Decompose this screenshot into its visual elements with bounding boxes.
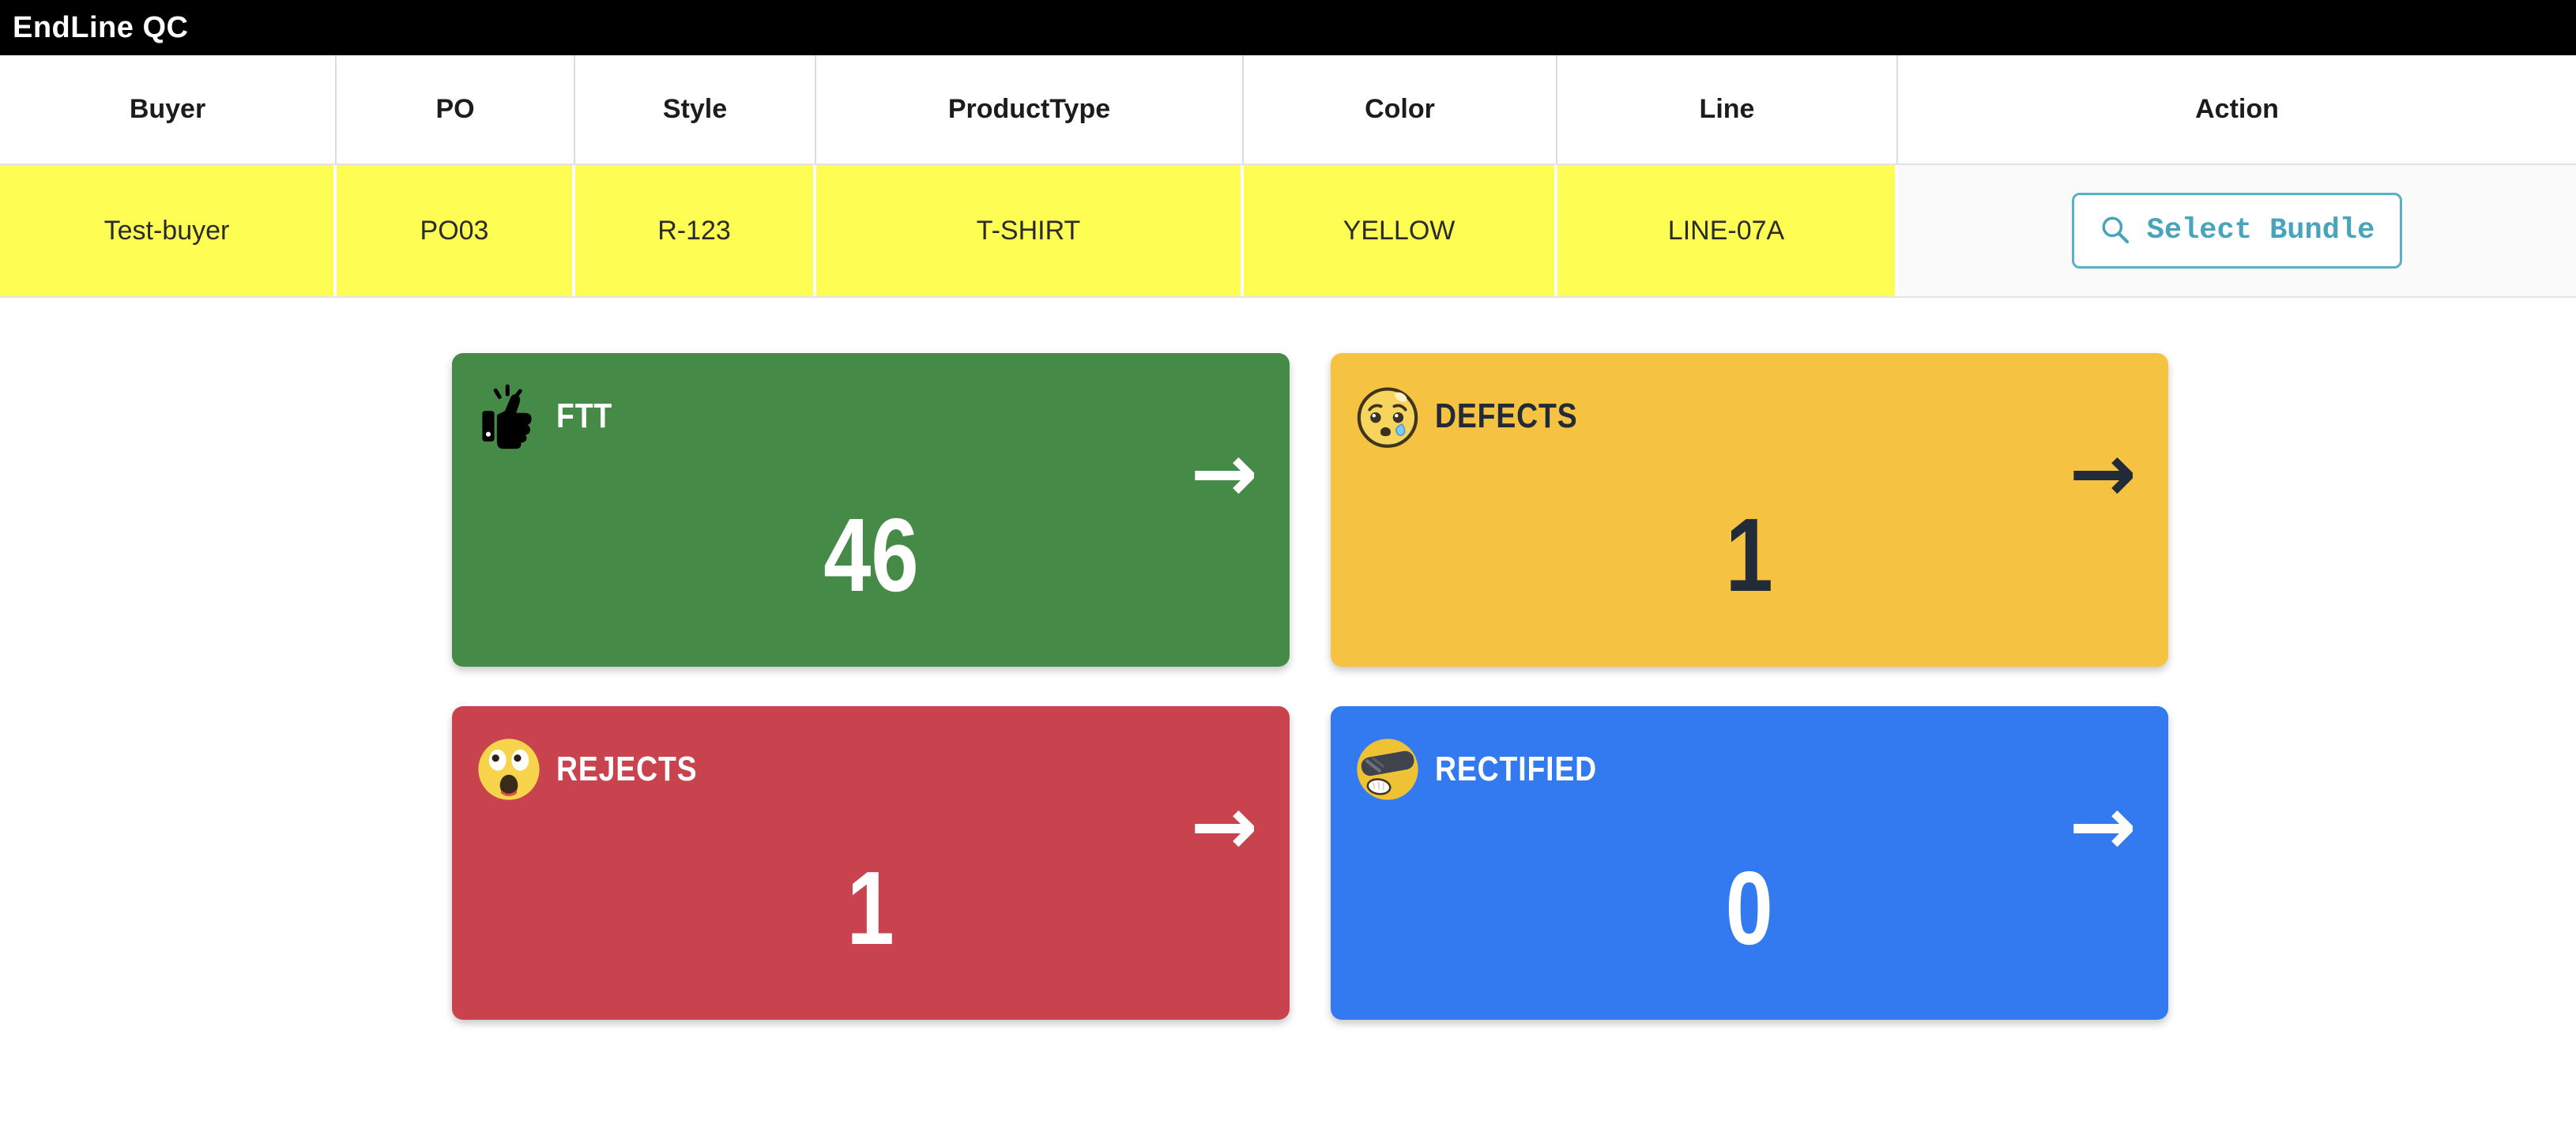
card-rectified-header: RECTIFIED bbox=[1354, 736, 1625, 803]
arrow-right-icon[interactable]: → bbox=[2069, 780, 2137, 874]
card-defects-header: DEFECTS bbox=[1354, 383, 1602, 449]
arrow-right-icon[interactable]: → bbox=[1190, 780, 1258, 874]
cell-buyer: Test-buyer bbox=[0, 165, 337, 296]
kpi-card-grid: FTT → 46 DEFECTS → 1 bbox=[452, 353, 2576, 1020]
cell-po: PO03 bbox=[337, 165, 575, 296]
cell-producttype: T-SHIRT bbox=[816, 165, 1244, 296]
thumbs-up-icon bbox=[476, 383, 542, 449]
shocked-face-icon bbox=[476, 736, 542, 803]
card-rectified-label: RECTIFIED bbox=[1435, 750, 1598, 788]
column-header-producttype: ProductType bbox=[816, 55, 1244, 164]
card-defects[interactable]: DEFECTS → 1 bbox=[1331, 353, 2168, 667]
select-bundle-button[interactable]: Select Bundle bbox=[2071, 193, 2403, 269]
card-rejects-header: REJECTS bbox=[476, 736, 722, 803]
card-rejects[interactable]: REJECTS → 1 bbox=[452, 706, 1290, 1020]
card-rectified[interactable]: RECTIFIED → 0 bbox=[1331, 706, 2168, 1020]
column-header-line: Line bbox=[1557, 55, 1898, 164]
card-rectified-value: 0 bbox=[1725, 850, 1774, 966]
cell-color: YELLOW bbox=[1244, 165, 1557, 296]
app-header: EndLine QC bbox=[0, 0, 2576, 55]
card-ftt-value: 46 bbox=[823, 497, 919, 613]
card-ftt-label: FTT bbox=[556, 397, 613, 435]
app-title: EndLine QC bbox=[13, 10, 189, 44]
card-rejects-label: REJECTS bbox=[556, 750, 698, 788]
card-defects-value: 1 bbox=[1725, 497, 1774, 613]
card-ftt-header: FTT bbox=[476, 383, 623, 449]
arrow-right-icon[interactable]: → bbox=[1190, 427, 1258, 521]
column-header-style: Style bbox=[575, 55, 816, 164]
cell-line: LINE-07A bbox=[1557, 165, 1898, 296]
cell-action: Select Bundle bbox=[1898, 165, 2576, 296]
select-bundle-label: Select Bundle bbox=[2146, 214, 2375, 247]
arrow-right-icon[interactable]: → bbox=[2069, 427, 2137, 521]
column-header-color: Color bbox=[1244, 55, 1557, 164]
cell-style: R-123 bbox=[575, 165, 816, 296]
search-icon bbox=[2100, 214, 2133, 247]
table-row: Test-buyer PO03 R-123 T-SHIRT YELLOW LIN… bbox=[0, 165, 2576, 298]
column-header-action: Action bbox=[2195, 94, 2279, 124]
column-header-po: PO bbox=[337, 55, 575, 164]
column-header-buyer: Buyer bbox=[0, 55, 337, 164]
table-header-row: Buyer PO Style ProductType Color Line Ac… bbox=[0, 55, 2576, 165]
card-defects-label: DEFECTS bbox=[1435, 397, 1578, 435]
crying-face-icon bbox=[1354, 383, 1421, 449]
card-ftt[interactable]: FTT → 46 bbox=[452, 353, 1290, 667]
card-rejects-value: 1 bbox=[846, 850, 895, 966]
cool-face-icon bbox=[1354, 736, 1421, 803]
